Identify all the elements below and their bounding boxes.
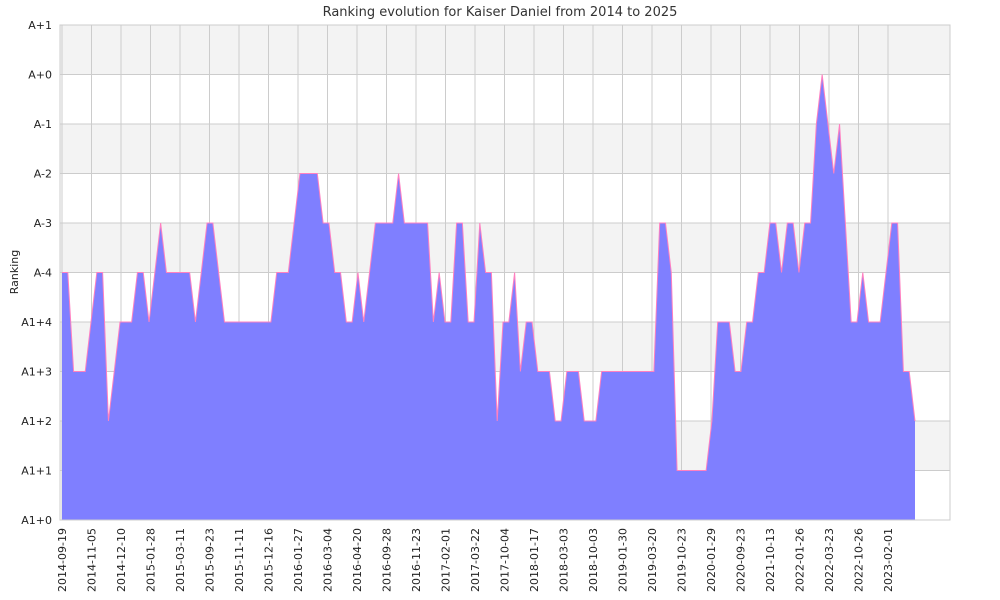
x-tick-label: 2014-09-19 (56, 528, 69, 592)
x-tick-label: 2017-10-04 (499, 528, 512, 592)
y-tick-label: A1+1 (21, 465, 52, 478)
y-tick-label: A-4 (34, 267, 52, 280)
x-tick-label: 2018-01-17 (528, 528, 541, 592)
y-tick-label: A1+4 (21, 316, 52, 329)
x-tick-label: 2015-11-11 (233, 528, 246, 592)
x-tick-label: 2015-09-23 (204, 528, 217, 592)
x-tick-label: 2015-03-11 (174, 528, 187, 592)
x-tick-label: 2022-10-26 (853, 528, 866, 592)
x-tick-label: 2019-03-20 (646, 528, 659, 592)
x-tick-label: 2018-03-03 (558, 528, 571, 592)
y-tick-label: A1+3 (21, 366, 52, 379)
x-tick-label: 2022-03-23 (823, 528, 836, 592)
ranking-area (62, 74, 915, 520)
x-tick-label: 2016-01-27 (292, 528, 305, 592)
x-tick-label: 2017-02-01 (440, 528, 453, 592)
x-tick-label: 2015-01-28 (145, 528, 158, 592)
x-tick-label: 2022-01-26 (794, 528, 807, 592)
x-tick-label: 2017-03-22 (469, 528, 482, 592)
x-tick-label: 2019-10-23 (676, 528, 689, 592)
y-tick-label: A1+0 (21, 514, 52, 527)
ranking-line (62, 74, 916, 471)
x-tick-label: 2019-01-30 (617, 528, 630, 592)
x-tick-label: 2020-01-29 (705, 528, 718, 592)
x-tick-label: 2020-09-23 (735, 528, 748, 592)
y-tick-label: A+1 (28, 19, 52, 32)
y-tick-label: A-1 (34, 118, 52, 131)
y-axis-label: Ranking (8, 250, 21, 295)
x-tick-label: 2023-02-01 (882, 528, 895, 592)
x-tick-label: 2016-09-28 (381, 528, 394, 592)
chart-title: Ranking evolution for Kaiser Daniel from… (323, 5, 678, 20)
x-tick-label: 2014-11-05 (86, 528, 99, 592)
y-tick-label: A1+2 (21, 415, 52, 428)
x-tick-label: 2016-11-23 (410, 528, 423, 592)
y-tick-label: A-2 (34, 168, 52, 181)
x-tick-label: 2015-12-16 (263, 528, 276, 592)
y-tick-label: A+0 (28, 69, 52, 82)
x-tick-label: 2016-03-04 (322, 528, 335, 592)
y-tick-label: A-3 (34, 217, 52, 230)
x-tick-label: 2021-10-13 (764, 528, 777, 592)
y-tick-labels: A1+0 A1+1 A1+2 A1+3 A1+4 A-4 A-3 A-2 A-1 A+0 A+1 (21, 19, 52, 527)
plot-frame (59, 24, 951, 521)
x-tick-labels: 2014-09-19 2014-11-05 2014-12-10 2015-01-28… (56, 528, 895, 592)
x-tick-label: 2018-10-03 (587, 528, 600, 592)
x-tick-label: 2014-12-10 (115, 528, 128, 592)
x-tick-label: 2016-04-20 (351, 528, 364, 592)
